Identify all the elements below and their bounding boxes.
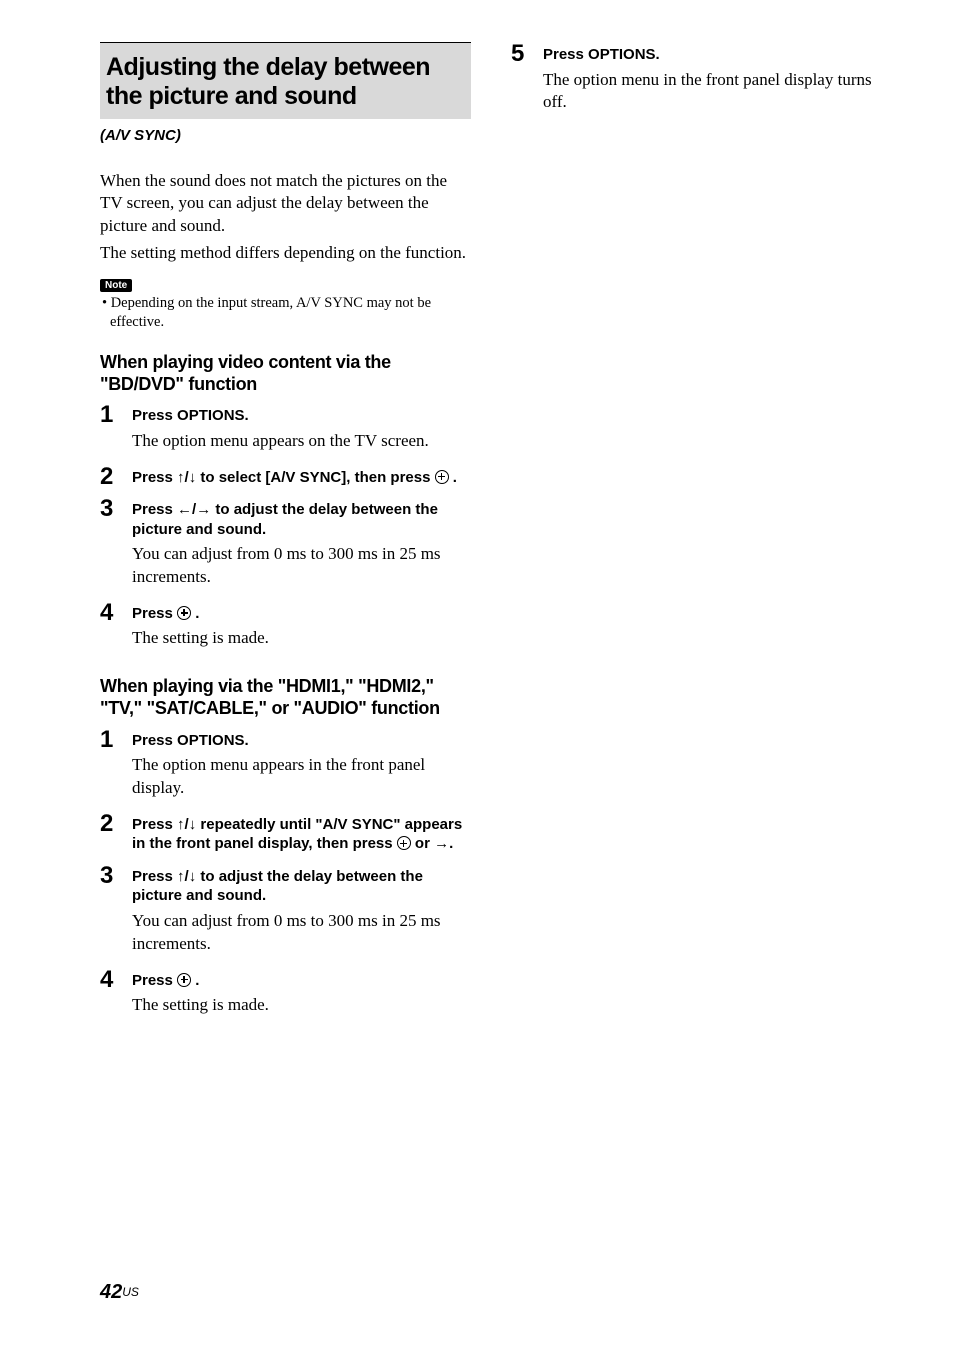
step-body: Press OPTIONS. The option menu in the fr…	[543, 42, 882, 120]
instr-text: Press	[132, 469, 177, 486]
arrows-icon: ↑/↓	[177, 469, 196, 486]
step-body: Press OPTIONS. The option menu appears o…	[132, 403, 471, 458]
step-number: 2	[100, 465, 132, 489]
enter-icon	[435, 470, 449, 484]
step-instruction: Press .	[132, 604, 471, 624]
step-body: Press OPTIONS. The option menu appears i…	[132, 728, 471, 806]
arrows-icon: ←/→	[177, 501, 211, 518]
subheading-bddvd: When playing video content via the "BD/D…	[100, 352, 471, 395]
step-body: Press . The setting is made.	[132, 968, 471, 1023]
step-description: You can adjust from 0 ms to 300 ms in 25…	[132, 543, 471, 589]
step-row: 2 Press ↑/↓ repeatedly until "A/V SYNC" …	[100, 812, 471, 858]
step-number: 1	[100, 728, 132, 752]
instr-text: Press	[132, 605, 177, 622]
step-row: 1 Press OPTIONS. The option menu appears…	[100, 403, 471, 458]
intro-paragraph-2: The setting method differs depending on …	[100, 242, 471, 265]
section-subtitle: (A/V SYNC)	[100, 127, 471, 144]
right-column: 5 Press OPTIONS. The option menu in the …	[511, 42, 882, 1029]
step-description: The option menu appears in the front pan…	[132, 754, 471, 800]
subheading-hdmi: When playing via the "HDMI1," "HDMI2," "…	[100, 676, 471, 719]
step-number: 5	[511, 42, 543, 66]
instr-text: Press	[132, 816, 177, 833]
step-instruction: Press ↑/↓ to adjust the delay between th…	[132, 867, 471, 906]
step-instruction: Press ↑/↓ to select [A/V SYNC], then pre…	[132, 468, 471, 488]
arrows-icon: ↑/↓	[177, 816, 196, 833]
step-description: You can adjust from 0 ms to 300 ms in 25…	[132, 910, 471, 956]
step-body: Press ↑/↓ to adjust the delay between th…	[132, 864, 471, 962]
instr-text: to select [A/V SYNC], then press	[196, 469, 434, 486]
step-number: 4	[100, 968, 132, 992]
step-row: 4 Press . The setting is made.	[100, 968, 471, 1023]
step-body: Press ↑/↓ repeatedly until "A/V SYNC" ap…	[132, 812, 471, 858]
page-number-value: 42	[100, 1281, 122, 1303]
enter-icon	[177, 973, 191, 987]
step-description: The option menu appears on the TV screen…	[132, 430, 471, 453]
note-text: • Depending on the input stream, A/V SYN…	[100, 294, 471, 332]
intro-paragraph-1: When the sound does not match the pictur…	[100, 170, 471, 239]
step-instruction: Press ←/→ to adjust the delay between th…	[132, 500, 471, 539]
step-description: The option menu in the front panel displ…	[543, 69, 882, 115]
step-row: 4 Press . The setting is made.	[100, 601, 471, 656]
step-description: The setting is made.	[132, 994, 471, 1017]
step-number: 4	[100, 601, 132, 625]
step-row: 5 Press OPTIONS. The option menu in the …	[511, 42, 882, 120]
step-description: The setting is made.	[132, 627, 471, 650]
section-title: Adjusting the delay between the picture …	[106, 53, 465, 111]
step-body: Press . The setting is made.	[132, 601, 471, 656]
instr-text: .	[191, 605, 199, 622]
instr-text: Press	[132, 972, 177, 989]
step-body: Press ←/→ to adjust the delay between th…	[132, 497, 471, 595]
step-row: 2 Press ↑/↓ to select [A/V SYNC], then p…	[100, 465, 471, 492]
note-badge: Note	[100, 279, 132, 292]
step-instruction: Press OPTIONS.	[132, 731, 471, 751]
step-number: 2	[100, 812, 132, 836]
instr-text: Press	[132, 868, 177, 885]
instr-text: .	[191, 972, 199, 989]
section-title-box: Adjusting the delay between the picture …	[100, 42, 471, 119]
step-number: 3	[100, 497, 132, 521]
step-row: 3 Press ←/→ to adjust the delay between …	[100, 497, 471, 595]
left-column: Adjusting the delay between the picture …	[100, 42, 471, 1029]
step-number: 1	[100, 403, 132, 427]
step-instruction: Press OPTIONS.	[543, 45, 882, 65]
arrows-icon: ↑/↓	[177, 868, 196, 885]
page-region: US	[122, 1285, 139, 1299]
page-number: 42US	[100, 1281, 139, 1304]
instr-text: Press	[132, 501, 177, 518]
step-instruction: Press .	[132, 971, 471, 991]
step-row: 1 Press OPTIONS. The option menu appears…	[100, 728, 471, 806]
step-number: 3	[100, 864, 132, 888]
step-instruction: Press OPTIONS.	[132, 406, 471, 426]
instr-text: or →.	[411, 835, 454, 852]
step-row: 3 Press ↑/↓ to adjust the delay between …	[100, 864, 471, 962]
step-body: Press ↑/↓ to select [A/V SYNC], then pre…	[132, 465, 471, 492]
enter-icon	[397, 836, 411, 850]
instr-text: .	[449, 469, 457, 486]
step-instruction: Press ↑/↓ repeatedly until "A/V SYNC" ap…	[132, 815, 471, 854]
enter-icon	[177, 606, 191, 620]
